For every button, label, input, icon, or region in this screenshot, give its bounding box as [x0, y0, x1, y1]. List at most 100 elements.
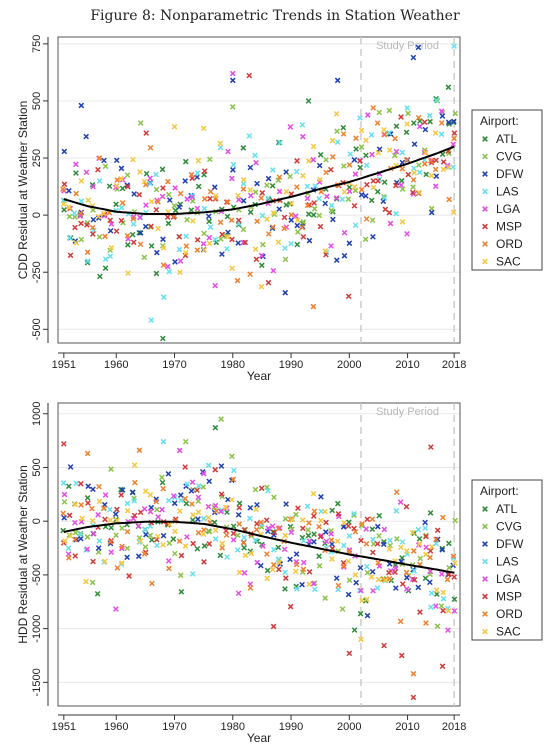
data-point-ord: [370, 104, 377, 111]
data-point-lga: [176, 447, 183, 454]
data-point-sac: [248, 550, 255, 557]
data-point-cvg: [416, 162, 422, 168]
data-point-ord: [318, 188, 325, 195]
data-point-sac: [222, 504, 229, 511]
data-point-cvg: [351, 512, 357, 519]
data-point-ord: [201, 527, 207, 533]
data-point-sac: [270, 209, 277, 216]
data-point-dfw: [445, 119, 452, 126]
data-point-sac: [200, 125, 207, 132]
data-point-las: [363, 563, 370, 570]
data-point-cvg: [159, 474, 165, 481]
data-point-las: [141, 526, 148, 533]
data-point-las: [411, 567, 417, 574]
data-point-dfw: [370, 233, 376, 240]
data-point-msp: [281, 214, 288, 221]
data-point-sac: [428, 172, 435, 179]
data-point-dfw: [294, 222, 301, 229]
data-point-lga: [300, 559, 307, 566]
data-point-msp: [143, 130, 150, 136]
data-point-lga: [212, 502, 219, 509]
data-point-lga: [206, 234, 213, 241]
data-point-las: [381, 195, 388, 201]
data-point-ord: [299, 224, 306, 231]
data-point-las: [415, 526, 422, 533]
data-point-ord: [247, 585, 254, 591]
data-point-msp: [153, 206, 160, 213]
data-point-las: [96, 178, 103, 184]
data-point-las: [422, 525, 428, 531]
data-point-atl: [329, 507, 336, 514]
x-tick-label: 2018: [442, 721, 466, 733]
data-point-las: [386, 130, 392, 136]
data-point-msp: [287, 603, 294, 610]
data-point-las: [212, 236, 218, 243]
data-point-atl: [305, 532, 312, 539]
data-point-ord: [403, 157, 410, 163]
data-point-las: [224, 554, 230, 560]
data-point-dfw: [415, 44, 422, 51]
data-point-dfw: [112, 511, 119, 518]
data-point-dfw: [119, 487, 126, 493]
study-period-label: Study Period: [376, 40, 439, 52]
data-point-ord: [236, 521, 243, 527]
data-point-cvg: [316, 563, 323, 569]
data-point-atl: [195, 183, 202, 190]
data-point-dfw: [358, 191, 365, 198]
data-point-dfw: [254, 501, 260, 508]
data-point-sac: [73, 240, 80, 246]
data-point-dfw: [334, 77, 341, 84]
data-point-msp: [176, 233, 183, 240]
data-point-las: [189, 571, 196, 577]
data-point-msp: [201, 559, 207, 565]
data-point-atl: [398, 177, 405, 184]
data-point-cvg: [271, 494, 277, 501]
data-point-ord: [72, 536, 78, 543]
data-point-sac: [166, 521, 173, 528]
data-point-ord: [444, 576, 451, 583]
data-point-las: [124, 500, 131, 507]
data-point-sac: [294, 217, 301, 223]
data-point-sac: [352, 572, 359, 578]
data-point-sac: [310, 490, 317, 497]
data-point-cvg: [328, 207, 335, 214]
x-tick-label: 1960: [104, 721, 128, 733]
data-point-las: [201, 205, 208, 212]
data-point-las: [393, 210, 399, 217]
data-point-lga: [393, 148, 400, 155]
data-point-msp: [410, 189, 416, 196]
data-point-dfw: [306, 237, 313, 244]
data-point-msp: [433, 157, 439, 164]
data-point-atl: [369, 526, 376, 533]
data-point-lga: [352, 171, 359, 177]
data-point-dfw: [415, 584, 422, 591]
data-point-ord: [89, 505, 95, 512]
data-point-sac: [247, 187, 254, 193]
data-point-atl: [446, 540, 452, 547]
data-point-msp: [263, 517, 270, 524]
data-point-ord: [136, 447, 143, 454]
data-point-atl: [427, 510, 434, 516]
data-point-dfw: [282, 289, 289, 296]
data-point-ord: [450, 553, 457, 560]
data-point-sac: [160, 542, 166, 548]
data-point-lga: [108, 549, 115, 556]
data-point-msp: [212, 466, 219, 473]
data-point-msp: [351, 525, 357, 532]
data-point-lga: [200, 240, 207, 247]
data-point-lga: [370, 587, 376, 594]
legend-marker-las: [482, 188, 488, 195]
data-point-ord: [363, 541, 370, 547]
data-point-cvg: [417, 555, 424, 562]
data-point-atl: [182, 158, 189, 165]
y-tick-label: 0: [31, 212, 43, 218]
data-point-las: [106, 506, 113, 513]
data-point-atl: [374, 188, 381, 195]
data-point-msp: [95, 166, 101, 173]
legend-marker-ord: [482, 611, 488, 617]
data-point-cvg: [141, 254, 148, 261]
data-point-sac: [137, 538, 144, 544]
data-point-ord: [160, 262, 167, 268]
data-point-sac: [107, 517, 114, 523]
data-point-atl: [230, 523, 237, 530]
